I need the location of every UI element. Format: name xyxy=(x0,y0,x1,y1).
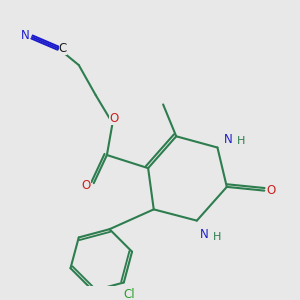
Text: Cl: Cl xyxy=(124,288,135,300)
Text: H: H xyxy=(236,136,245,146)
Text: O: O xyxy=(82,178,91,191)
Text: O: O xyxy=(109,112,118,125)
Text: N: N xyxy=(200,228,209,242)
Text: O: O xyxy=(266,184,276,197)
Text: H: H xyxy=(213,232,222,242)
Text: C: C xyxy=(58,42,67,55)
Text: N: N xyxy=(224,133,232,146)
Text: N: N xyxy=(21,28,30,42)
